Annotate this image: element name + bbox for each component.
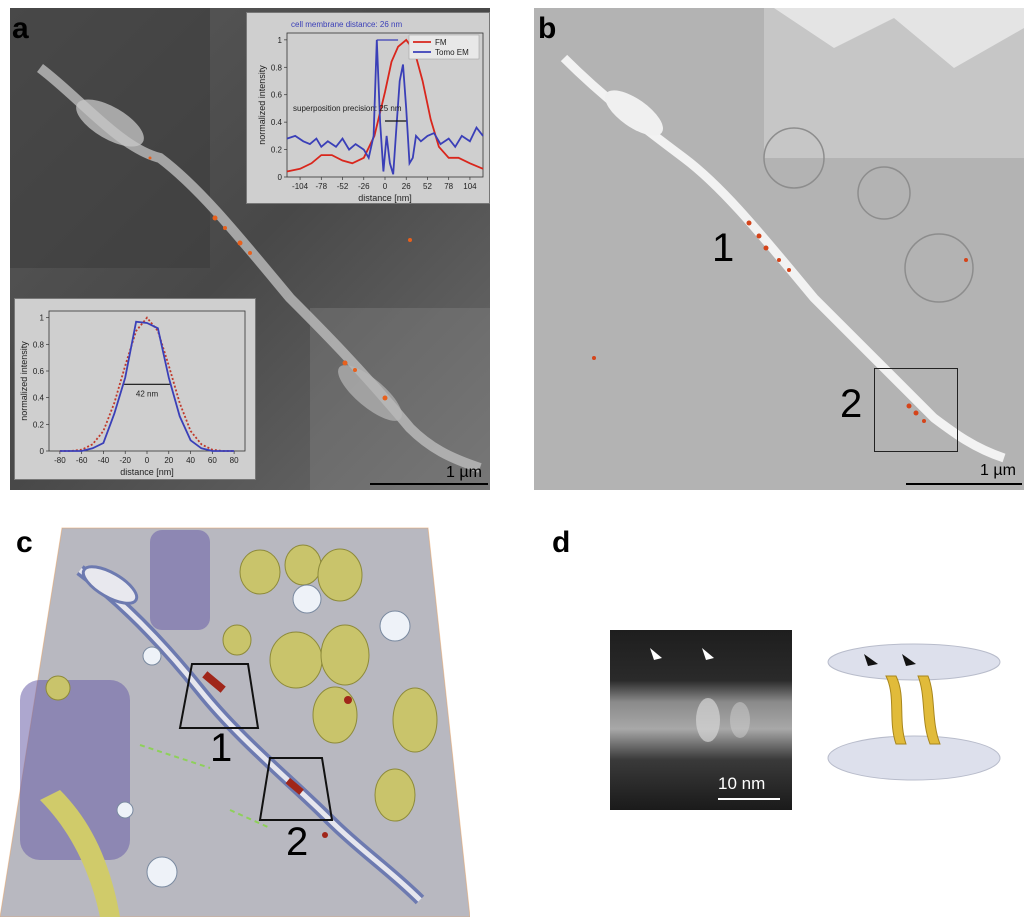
y-axis-label: normalized intensity (257, 65, 267, 145)
model-rendering (827, 643, 1001, 781)
panel-a-bottom-inset: -80 -60 -40 -20 0 20 40 60 80 0 0.2 0.4 0.6 0.8 1 dista… (14, 298, 256, 480)
x-axis-label: distance [nm] (358, 193, 412, 203)
panel-a-letter: a (12, 12, 29, 45)
x-tick-label: 40 (186, 456, 195, 465)
panel-d-3d-model (826, 636, 1006, 784)
panel-a-scalebar (370, 483, 488, 485)
chart-title: cell membrane distance: 26 nm (291, 20, 403, 29)
legend-entry: FM (435, 38, 447, 47)
y-tick-label: 0.2 (33, 420, 45, 429)
panel-d-letter: d (552, 526, 571, 559)
arrowhead-icon (864, 654, 878, 666)
panel-c (0, 520, 471, 918)
x-tick-label: -40 (98, 456, 110, 465)
x-tick-label: -60 (76, 456, 88, 465)
x-tick-label: -80 (54, 456, 66, 465)
arrowhead-icon (902, 654, 916, 666)
panel-b-scalebar-label: 1 µm (980, 462, 1016, 479)
top-inset-chart: -104 -78 -52 -26 0 26 52 78 104 0 0.2 0.4 0.6 0.8 1 dis… (257, 20, 484, 203)
x-tick-label: 20 (164, 456, 173, 465)
x-tick-label: 26 (402, 182, 411, 191)
arrowhead-icon (702, 648, 714, 660)
series-line-fit (59, 316, 235, 452)
panel-b-letter: b (538, 12, 557, 45)
fwhm-label: 42 nm (136, 389, 159, 398)
annotation-superposition: superposition precision: 25 nm (293, 104, 402, 113)
y-tick-label: 0.2 (271, 146, 283, 155)
x-tick-label: 80 (230, 456, 239, 465)
x-tick-label: -26 (358, 182, 370, 191)
panel-b-region-2-label: 2 (840, 382, 863, 426)
x-tick-label: 52 (423, 182, 432, 191)
y-axis-label: normalized intensity (19, 341, 29, 421)
x-tick-label: -78 (316, 182, 328, 191)
y-tick-label: 0.8 (33, 340, 45, 349)
y-tick-label: 0.6 (271, 91, 283, 100)
y-tick-label: 0.8 (271, 63, 283, 72)
panel-b (534, 8, 1024, 490)
panel-d-density-slice (610, 630, 792, 810)
y-tick-label: 0.4 (271, 118, 283, 127)
series-line-tomo-em (286, 39, 484, 175)
panel-b-scalebar (906, 483, 1022, 485)
panel-c-region-2-label: 2 (286, 820, 309, 864)
x-tick-label: 104 (463, 182, 477, 191)
x-tick-label: 60 (208, 456, 217, 465)
legend-entry: Tomo EM (435, 48, 469, 57)
y-tick-label: 1 (278, 36, 283, 45)
panel-c-3d-rendering (0, 527, 471, 918)
panel-d-scalebar (718, 798, 780, 800)
y-tick-label: 0 (278, 173, 283, 182)
panel-b-region-2-box (874, 368, 958, 452)
arrowhead-icon (650, 648, 662, 660)
panel-b-tomogram-image (534, 8, 1024, 490)
y-tick-label: 0 (40, 447, 45, 456)
series-line-measured (59, 320, 235, 452)
legend-box (408, 34, 480, 60)
x-tick-label: -52 (337, 182, 349, 191)
bottom-inset-chart: -80 -60 -40 -20 0 20 40 60 80 0 0.2 0.4 0.6 0.8 1 dista… (19, 310, 246, 477)
x-axis-label: distance [nm] (120, 467, 174, 477)
panel-b-region-1-label: 1 (712, 226, 735, 270)
panel-a-top-inset: -104 -78 -52 -26 0 26 52 78 104 0 0.2 0.4 0.6 0.8 1 dis… (246, 12, 490, 204)
panel-d-scalebar-label: 10 nm (718, 774, 766, 793)
x-tick-label: 0 (383, 182, 388, 191)
series-line-fm (286, 38, 484, 173)
x-tick-label: 0 (145, 456, 150, 465)
plot-frame (48, 310, 246, 452)
panel-a-scalebar-label: 1 µm (446, 464, 482, 481)
panel-c-region-1-label: 1 (210, 726, 233, 770)
panel-c-letter: c (16, 526, 33, 559)
density-slice-image (610, 630, 792, 810)
y-tick-label: 0.6 (33, 367, 45, 376)
y-tick-label: 1 (40, 314, 45, 323)
x-tick-label: -20 (119, 456, 131, 465)
x-tick-label: -104 (292, 182, 309, 191)
x-tick-label: 78 (444, 182, 453, 191)
y-tick-label: 0.4 (33, 394, 45, 403)
